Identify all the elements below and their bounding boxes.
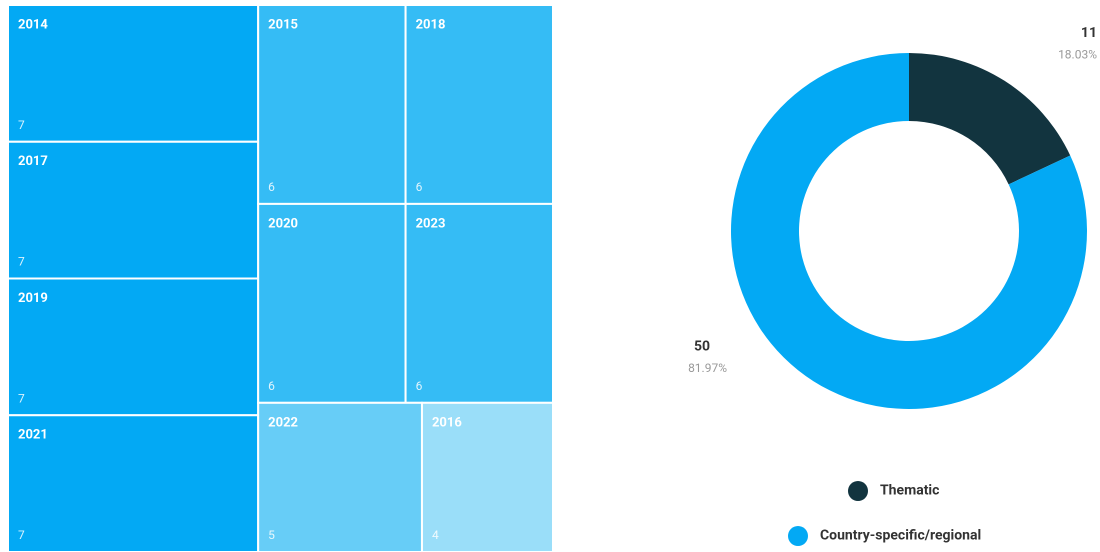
cell-value: 6: [416, 180, 423, 194]
donut-slice: [909, 53, 1071, 185]
cell-label: 2018: [416, 17, 446, 32]
treemap-cell: [7, 4, 260, 143]
cell-value: 6: [268, 180, 275, 194]
donut-slice: [730, 53, 1087, 409]
treemap-cell: [257, 401, 423, 552]
cell-value: 7: [18, 528, 25, 542]
cell-value: 6: [268, 379, 275, 393]
slice-value: 50: [694, 339, 710, 355]
slice-value: 11: [1081, 25, 1097, 41]
legend-swatch: [848, 481, 868, 501]
cell-value: 5: [268, 528, 275, 542]
cell-label: 2019: [18, 291, 48, 306]
treemap-cell: [7, 140, 260, 280]
cell-label: 2023: [416, 216, 446, 231]
slice-percent: 81.97%: [688, 361, 727, 375]
slice-percent: 18.03%: [1058, 48, 1097, 62]
cell-value: 4: [432, 528, 439, 542]
treemap-cell: [7, 414, 260, 552]
cell-label: 2014: [18, 17, 48, 32]
cell-label: 2020: [268, 216, 298, 231]
treemap-cell: [257, 202, 407, 404]
cell-label: 2015: [268, 17, 298, 32]
treemap-cell: [420, 401, 555, 552]
treemap-cell: [257, 4, 407, 205]
legend-label: Thematic: [880, 483, 939, 499]
legend-swatch: [788, 526, 808, 546]
legend-label: Country-specific/regional: [820, 528, 981, 544]
cell-value: 7: [18, 391, 25, 405]
cell-value: 7: [18, 118, 25, 132]
treemap-cell: [404, 4, 554, 205]
cell-label: 2022: [268, 415, 298, 430]
treemap-cell: [404, 202, 554, 404]
cell-label: 2017: [18, 154, 48, 169]
cell-value: 7: [18, 255, 25, 269]
treemap-cell: [7, 277, 260, 417]
cell-label: 2021: [18, 428, 48, 443]
cell-label: 2016: [432, 415, 462, 430]
cell-value: 6: [416, 379, 423, 393]
